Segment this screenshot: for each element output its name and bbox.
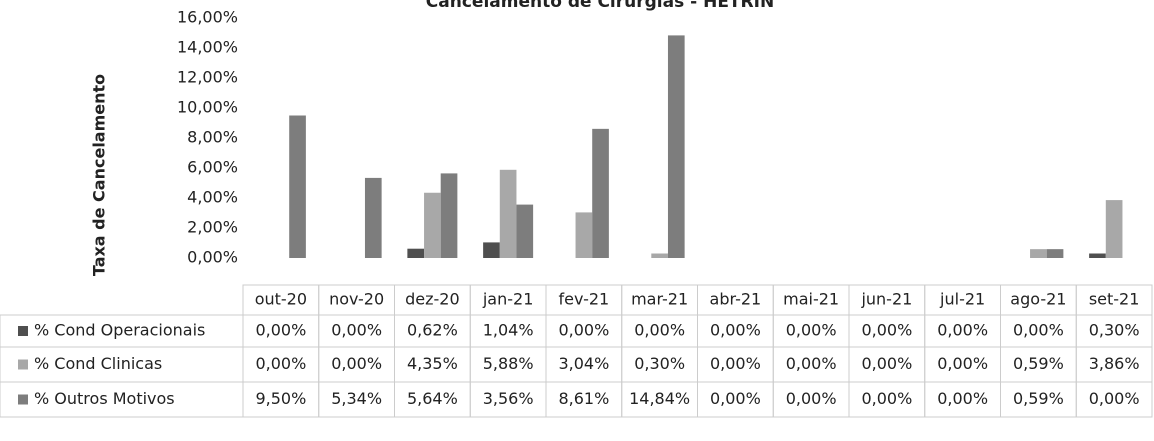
x-tick-label: mai-21 xyxy=(783,290,839,309)
x-tick-label: set-21 xyxy=(1089,290,1140,309)
table-value: 8,61% xyxy=(558,389,609,408)
table-value: 4,35% xyxy=(407,354,458,373)
x-tick-label: dez-20 xyxy=(405,290,460,309)
bar xyxy=(651,253,668,258)
y-tick-label: 12,00% xyxy=(177,68,238,87)
x-tick-label: mar-21 xyxy=(631,290,688,309)
table-value: 0,00% xyxy=(558,321,609,340)
legend-label: % Cond Operacionais xyxy=(34,321,205,340)
table-value: 0,00% xyxy=(710,321,761,340)
table-value: 0,30% xyxy=(634,354,685,373)
y-axis-label: Taxa de Cancelamento xyxy=(90,74,109,276)
table-value: 0,59% xyxy=(1013,354,1064,373)
table-value: 0,30% xyxy=(1089,321,1140,340)
bar xyxy=(592,128,609,258)
table-value: 0,00% xyxy=(937,354,988,373)
x-tick-label: nov-20 xyxy=(329,290,384,309)
bar xyxy=(575,212,593,258)
table-value: 5,64% xyxy=(407,389,458,408)
x-tick-label: fev-21 xyxy=(559,290,610,309)
bar xyxy=(483,242,500,258)
x-tick-label: abr-21 xyxy=(710,290,762,309)
bar xyxy=(289,115,306,258)
legend-key xyxy=(18,394,28,405)
table-value: 0,00% xyxy=(255,354,306,373)
table-value: 5,88% xyxy=(483,354,534,373)
table-value: 0,00% xyxy=(937,389,988,408)
y-tick-label: 10,00% xyxy=(177,98,238,117)
table-value: 0,00% xyxy=(937,321,988,340)
x-tick-label: ago-21 xyxy=(1010,290,1066,309)
table-value: 0,00% xyxy=(861,354,912,373)
legend-key xyxy=(18,359,28,370)
y-tick-label: 6,00% xyxy=(187,158,238,177)
bar xyxy=(424,192,441,258)
table-value: 0,00% xyxy=(634,321,685,340)
x-tick-label: jul-21 xyxy=(939,290,985,309)
y-tick-label: 2,00% xyxy=(187,218,238,237)
table-value: 3,86% xyxy=(1089,354,1140,373)
table-value: 0,62% xyxy=(407,321,458,340)
table-value: 0,00% xyxy=(1089,389,1140,408)
bar xyxy=(667,35,685,259)
bar xyxy=(407,248,425,258)
table-value: 0,59% xyxy=(1013,389,1064,408)
bar xyxy=(499,169,517,258)
chart-title: Cancelamento de Cirurgias - HETRIN xyxy=(426,0,774,12)
y-tick-label: 8,00% xyxy=(187,128,238,147)
table-value: 0,00% xyxy=(861,389,912,408)
bar xyxy=(1105,200,1123,258)
x-tick-label: jun-21 xyxy=(860,290,912,309)
table-value: 14,84% xyxy=(629,389,690,408)
bar xyxy=(516,204,534,258)
legend-label: % Cond Clinicas xyxy=(34,354,162,373)
table-value: 0,00% xyxy=(786,321,837,340)
table-value: 0,00% xyxy=(786,389,837,408)
x-tick-label: out-20 xyxy=(255,290,307,309)
table-cell xyxy=(1075,381,1153,418)
table-value: 9,50% xyxy=(255,389,306,408)
table-value: 0,00% xyxy=(331,354,382,373)
legend-key xyxy=(18,326,28,336)
table-value: 0,00% xyxy=(710,354,761,373)
bar xyxy=(1030,249,1047,258)
table-value: 5,34% xyxy=(331,389,382,408)
y-tick-label: 16,00% xyxy=(177,8,238,27)
y-tick-label: 0,00% xyxy=(187,248,238,267)
table-value: 3,04% xyxy=(558,354,609,373)
table-value: 0,00% xyxy=(786,354,837,373)
y-tick-label: 14,00% xyxy=(177,38,238,57)
bar xyxy=(1046,249,1064,258)
table-value: 0,00% xyxy=(1013,321,1064,340)
bar xyxy=(364,177,382,258)
y-tick-label: 4,00% xyxy=(187,188,238,207)
table-value: 3,56% xyxy=(483,389,534,408)
table-value: 0,00% xyxy=(331,321,382,340)
bar xyxy=(440,173,458,258)
table-value: 1,04% xyxy=(483,321,534,340)
table-value: 0,00% xyxy=(710,389,761,408)
legend-label: % Outros Motivos xyxy=(34,389,175,408)
x-tick-label: jan-21 xyxy=(482,290,534,309)
table-value: 0,00% xyxy=(255,321,306,340)
table-cell xyxy=(0,381,244,418)
table-value: 0,00% xyxy=(861,321,912,340)
bar xyxy=(1089,253,1106,258)
